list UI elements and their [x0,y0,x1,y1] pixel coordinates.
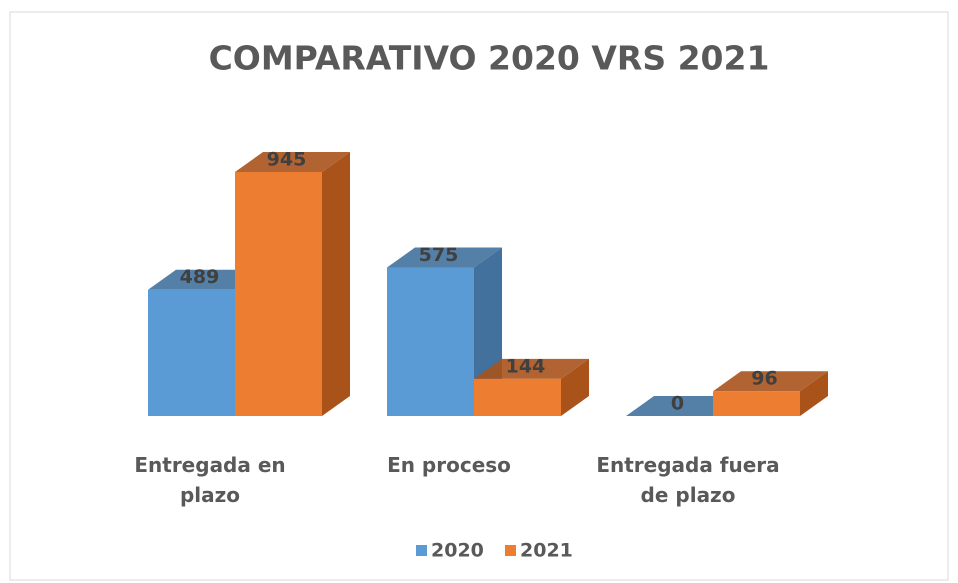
chart-title: COMPARATIVO 2020 VRS 2021 [209,39,770,78]
bar-top [474,358,589,379]
data-label: 0 [671,393,684,415]
bar [235,172,322,416]
x-tick-label: Entregada en plazo [134,453,286,507]
bar-top [235,152,350,172]
bar-top [626,396,741,416]
bar-top [713,371,828,392]
data-label: 144 [506,355,546,377]
bar [148,289,235,416]
bar [713,391,800,416]
bar [474,378,561,416]
legend-label: 2020 [431,540,484,562]
legend-swatch [505,545,516,556]
bar-top [148,269,263,290]
data-label: 489 [180,266,220,288]
x-tick-label: En proceso [387,453,511,477]
legend-label: 2021 [520,540,573,562]
x-tick-label: Entregada fuera de plazo [596,453,780,507]
legend-swatch [416,545,427,556]
bar-side [561,358,589,416]
bar-side [322,152,350,416]
data-label: 575 [419,244,459,266]
bar-top [387,247,502,268]
data-label: 945 [267,149,307,171]
bar-side [800,371,828,416]
bar [387,267,474,416]
data-label: 96 [751,368,777,390]
